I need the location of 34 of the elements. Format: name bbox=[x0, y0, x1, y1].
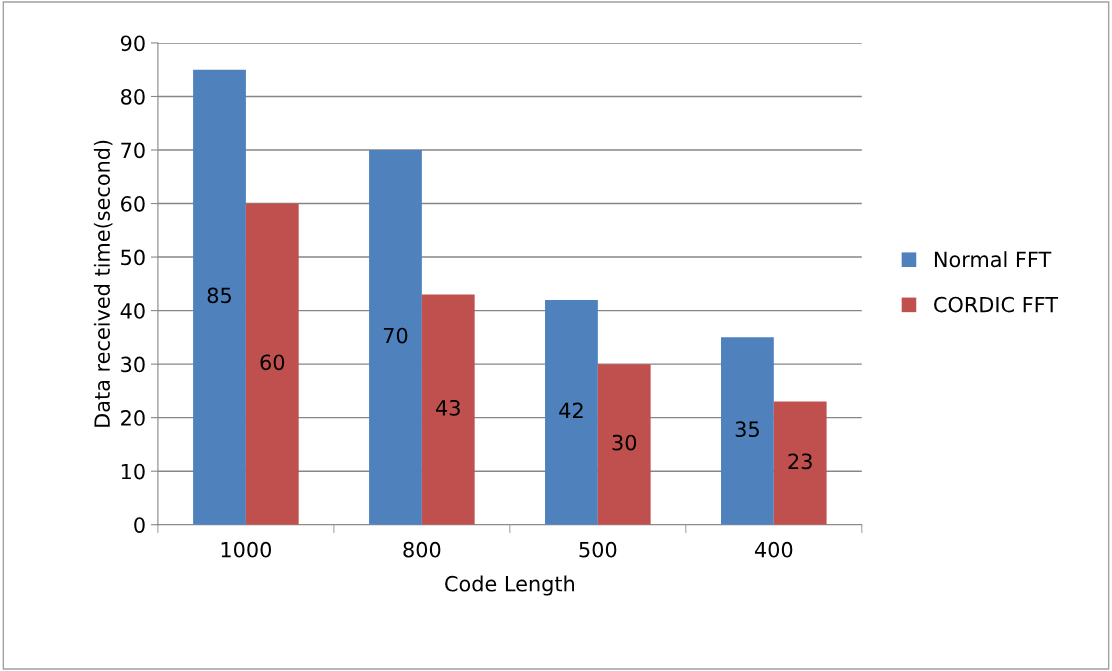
bar bbox=[597, 364, 651, 525]
bar bbox=[369, 150, 422, 525]
data-label: 85 bbox=[207, 287, 231, 304]
data-label: 70 bbox=[383, 327, 408, 344]
y-tick-label: 60 bbox=[121, 195, 145, 212]
bar bbox=[421, 294, 475, 525]
bar bbox=[545, 299, 598, 525]
y-tick-label: 50 bbox=[121, 249, 145, 266]
legend-label: CORDIC FFT bbox=[934, 296, 1059, 313]
y-axis-title: Data received time(second) bbox=[93, 140, 113, 427]
y-tick-label: 30 bbox=[121, 356, 145, 373]
legend-label: Normal FFT bbox=[934, 251, 1052, 268]
data-label: 60 bbox=[260, 354, 285, 371]
y-tick-label: 70 bbox=[121, 142, 145, 159]
y-tick-label: 20 bbox=[121, 410, 145, 426]
x-axis-title: Code Length bbox=[445, 575, 574, 596]
data-label: 23 bbox=[788, 453, 812, 470]
bar bbox=[773, 401, 827, 525]
y-tick-label: 40 bbox=[120, 303, 145, 319]
x-tick-label: 500 bbox=[579, 541, 617, 558]
y-tick-label: 80 bbox=[121, 88, 145, 105]
data-label: 43 bbox=[436, 399, 460, 416]
x-tick-label: 400 bbox=[754, 541, 793, 558]
bar bbox=[245, 203, 299, 525]
y-tick-label: 90 bbox=[120, 35, 145, 52]
data-label: 30 bbox=[612, 434, 637, 451]
data-label: 35 bbox=[735, 421, 759, 438]
y-tick-label: 0 bbox=[134, 517, 145, 533]
data-label: 42 bbox=[559, 402, 583, 419]
bar bbox=[721, 337, 774, 525]
x-tick-label: 800 bbox=[403, 541, 441, 558]
x-tick-label: 1000 bbox=[221, 541, 272, 558]
y-tick-label: 10 bbox=[121, 463, 145, 480]
bar bbox=[193, 69, 246, 525]
